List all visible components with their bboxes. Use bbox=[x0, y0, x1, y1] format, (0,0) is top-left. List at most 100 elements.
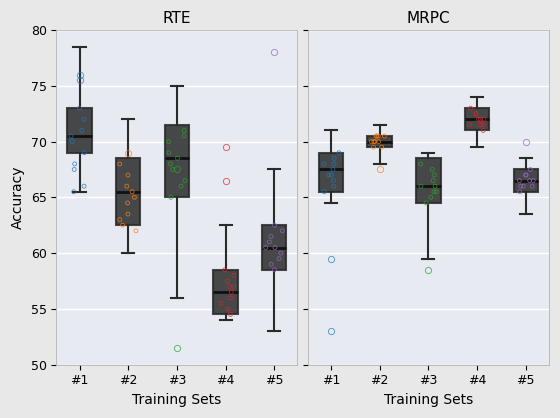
Point bbox=[476, 122, 485, 128]
Point bbox=[529, 177, 538, 184]
Point bbox=[432, 189, 441, 195]
Point bbox=[223, 306, 232, 312]
Point bbox=[430, 172, 438, 178]
Point bbox=[466, 105, 475, 112]
PathPatch shape bbox=[262, 225, 287, 270]
Point bbox=[426, 194, 435, 201]
Point bbox=[428, 166, 437, 173]
Point bbox=[479, 122, 488, 128]
Point bbox=[372, 133, 381, 139]
Point bbox=[176, 183, 185, 189]
Point bbox=[77, 127, 86, 134]
Point bbox=[431, 183, 440, 189]
Point bbox=[479, 116, 488, 122]
Point bbox=[270, 267, 279, 273]
Point bbox=[220, 267, 229, 273]
Point bbox=[80, 183, 88, 189]
Point bbox=[521, 172, 530, 178]
Point bbox=[329, 183, 338, 189]
Point bbox=[370, 138, 379, 145]
Point bbox=[123, 199, 132, 206]
Point bbox=[226, 294, 235, 301]
Point bbox=[225, 283, 234, 290]
Point bbox=[276, 250, 285, 256]
Point bbox=[274, 255, 283, 262]
Point bbox=[226, 311, 235, 318]
Point bbox=[377, 144, 386, 150]
PathPatch shape bbox=[319, 153, 343, 192]
Point bbox=[261, 244, 270, 251]
Point bbox=[70, 161, 79, 167]
Point bbox=[416, 161, 425, 167]
Point bbox=[80, 116, 88, 122]
Point bbox=[166, 161, 175, 167]
Point bbox=[528, 183, 536, 189]
PathPatch shape bbox=[116, 158, 141, 225]
Title: MRPC: MRPC bbox=[407, 11, 450, 26]
Point bbox=[371, 138, 380, 145]
Point bbox=[526, 166, 535, 173]
Point bbox=[516, 183, 525, 189]
Point bbox=[69, 189, 78, 195]
Point bbox=[330, 161, 339, 167]
PathPatch shape bbox=[213, 270, 238, 314]
Title: RTE: RTE bbox=[162, 11, 191, 26]
Point bbox=[465, 122, 474, 128]
Point bbox=[124, 211, 133, 217]
Point bbox=[68, 138, 77, 145]
Point bbox=[326, 172, 335, 178]
PathPatch shape bbox=[67, 108, 92, 153]
Point bbox=[522, 172, 531, 178]
Point bbox=[130, 194, 139, 201]
Point bbox=[267, 261, 276, 268]
Point bbox=[329, 177, 338, 184]
Point bbox=[229, 283, 238, 290]
Point bbox=[472, 110, 480, 117]
X-axis label: Training Sets: Training Sets bbox=[384, 393, 473, 407]
Point bbox=[479, 127, 488, 134]
Point bbox=[320, 189, 329, 195]
Point bbox=[369, 144, 378, 150]
Point bbox=[472, 110, 480, 117]
Y-axis label: Accuracy: Accuracy bbox=[11, 166, 25, 229]
Point bbox=[324, 172, 333, 178]
Point bbox=[115, 161, 124, 167]
Point bbox=[334, 149, 343, 156]
Point bbox=[374, 138, 383, 145]
Point bbox=[422, 199, 431, 206]
Point bbox=[75, 105, 84, 112]
Point bbox=[270, 244, 279, 251]
Point bbox=[267, 233, 276, 240]
Point bbox=[429, 177, 438, 184]
Point bbox=[230, 272, 239, 279]
Point bbox=[164, 149, 173, 156]
PathPatch shape bbox=[465, 108, 489, 130]
Point bbox=[278, 227, 287, 234]
X-axis label: Training Sets: Training Sets bbox=[132, 393, 222, 407]
Point bbox=[515, 189, 524, 195]
Point bbox=[270, 222, 279, 229]
Point bbox=[180, 127, 189, 134]
Point bbox=[330, 155, 339, 162]
Point bbox=[515, 177, 524, 184]
Point bbox=[474, 116, 483, 122]
PathPatch shape bbox=[165, 125, 189, 197]
Point bbox=[118, 222, 127, 229]
Point bbox=[217, 300, 226, 307]
Point bbox=[430, 189, 438, 195]
Point bbox=[525, 177, 534, 184]
Point bbox=[123, 172, 132, 178]
PathPatch shape bbox=[416, 158, 441, 203]
Point bbox=[115, 216, 124, 223]
Point bbox=[67, 133, 76, 139]
Point bbox=[180, 177, 189, 184]
Point bbox=[367, 138, 376, 145]
Point bbox=[70, 166, 79, 173]
Point bbox=[80, 149, 88, 156]
Point bbox=[169, 166, 178, 173]
Point bbox=[329, 166, 338, 173]
Point bbox=[417, 183, 426, 189]
Point bbox=[519, 183, 528, 189]
Point bbox=[122, 183, 131, 189]
Point bbox=[265, 239, 274, 245]
